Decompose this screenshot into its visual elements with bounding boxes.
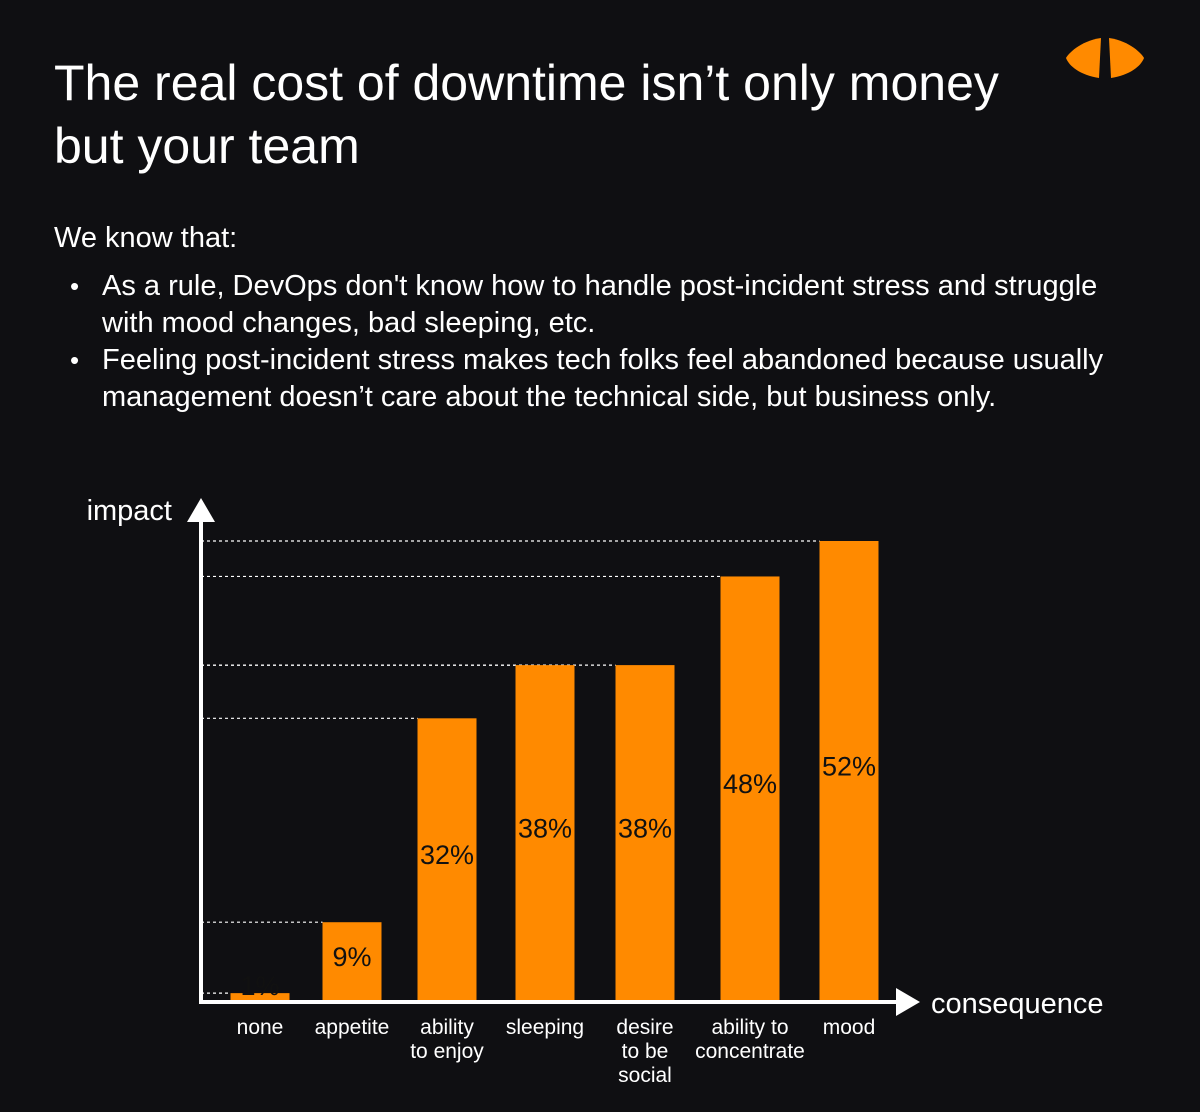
category-label: desire to be social [616, 1016, 673, 1087]
y-axis-label: impact [87, 495, 172, 527]
data-label: 9% [332, 942, 371, 972]
category-label: appetite [315, 1016, 390, 1039]
bar [819, 541, 879, 1002]
data-label: 38% [518, 814, 572, 844]
bullet-item: • As a rule, DevOps don't know how to ha… [54, 268, 1114, 342]
category-label: ability to concentrate [695, 1016, 805, 1063]
bar-chart: 1% 9% 32% 38% 38% 48% 52% impact consequence none… [87, 495, 1104, 1087]
x-axis-arrow-icon [896, 988, 920, 1016]
bar [230, 993, 290, 1002]
bullet-dot: • [70, 345, 80, 375]
category-label: none [237, 1016, 284, 1039]
bullet-dot: • [70, 271, 80, 301]
category-label: ability to enjoy [410, 1016, 484, 1063]
intro-text: We know that: [54, 222, 238, 254]
bullet-item: • Feeling post-incident stress makes tec… [54, 342, 1114, 416]
data-label: 1% [240, 971, 279, 1001]
data-label: 48% [723, 769, 777, 799]
category-label: sleeping [506, 1016, 584, 1039]
bullet-text: As a rule, DevOps don't know how to hand… [102, 270, 1098, 339]
x-axis-label: consequence [931, 988, 1104, 1020]
y-axis-arrow-icon [187, 498, 215, 522]
bar [615, 665, 675, 1002]
bullet-list: • As a rule, DevOps don't know how to ha… [54, 268, 1114, 416]
page-title: The real cost of downtime isn’t only mon… [54, 55, 999, 174]
category-label: mood [823, 1016, 876, 1039]
bar [720, 576, 780, 1002]
bar [515, 665, 575, 1002]
bar [322, 922, 382, 1002]
logo-icon [1066, 38, 1144, 78]
data-label: 32% [420, 840, 474, 870]
bar [417, 718, 477, 1002]
data-label: 52% [822, 752, 876, 782]
bullet-text: Feeling post-incident stress makes tech … [102, 344, 1104, 413]
data-label: 38% [618, 814, 672, 844]
